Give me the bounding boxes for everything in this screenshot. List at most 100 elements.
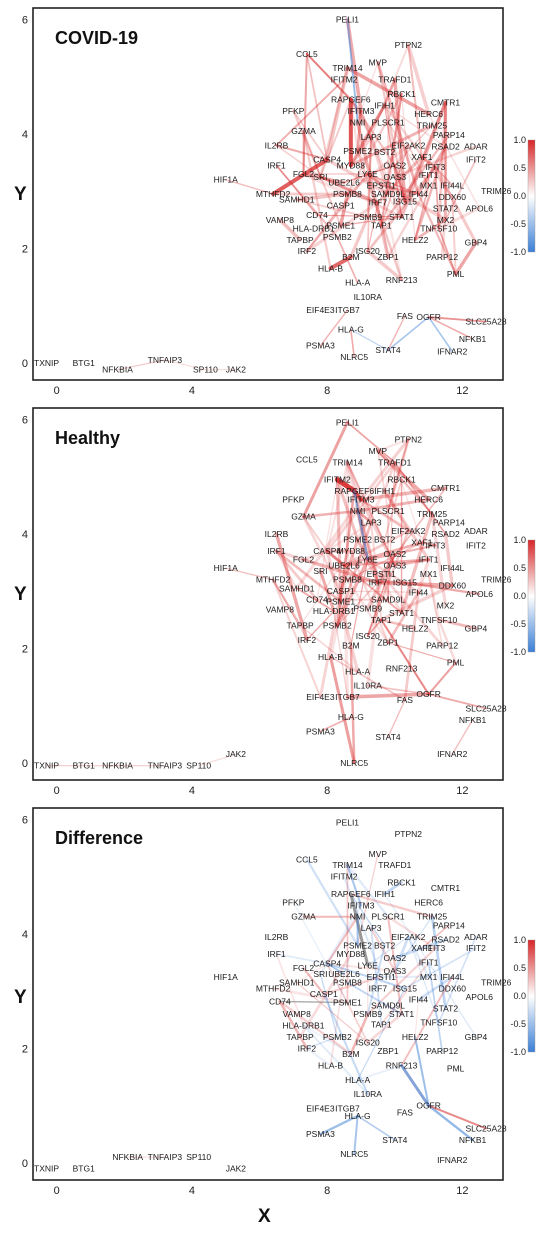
y-tick-label: 6 [22, 14, 28, 26]
network-edge [407, 936, 440, 1024]
node-label: STAT2 [433, 203, 458, 213]
node-label: B2M [342, 252, 359, 262]
network-edge [427, 1104, 488, 1130]
y-tick-label: 2 [22, 1043, 28, 1055]
node-label: IFI44L [440, 972, 464, 982]
node-label: TAPBP [286, 235, 314, 245]
node-label: IFIH1 [374, 486, 395, 496]
node-label: HLA-A [345, 278, 370, 288]
panel-1: COVID-190 4 8 1202461.00.50.0-0.5-1.0PELI1P… [22, 7, 536, 397]
network-edge [318, 175, 380, 204]
node-label: SLC25A28 [466, 317, 507, 327]
network-edge [437, 100, 448, 230]
network-edge [434, 166, 440, 230]
network-edge [302, 130, 322, 178]
network-edge [380, 144, 410, 227]
network-edge [356, 103, 387, 153]
network-edge [356, 509, 373, 524]
network-edge [433, 165, 478, 245]
node-label: PSME2 [343, 535, 372, 545]
node-label: MYD88 [337, 160, 366, 170]
network-edge [353, 489, 369, 561]
node-label: SRI [313, 566, 327, 576]
node-label: MVP [369, 849, 388, 859]
network-edge [326, 461, 349, 553]
network-edge [414, 184, 430, 241]
network-edge [306, 610, 335, 641]
node-label: PSMB8 [333, 575, 362, 585]
network-edge [407, 44, 423, 158]
network-edge [278, 1000, 353, 1056]
network-edge [302, 129, 332, 270]
network-edge [360, 110, 372, 138]
network-edge [335, 557, 370, 628]
node-label: BTG1 [73, 761, 95, 771]
network-edge [116, 359, 166, 371]
node-label: PSMB2 [323, 620, 352, 630]
network-edge [346, 421, 396, 464]
network-edge [326, 962, 345, 975]
network-edge [301, 557, 380, 585]
network-edge [299, 624, 359, 673]
node-label: NFKBIA [102, 761, 133, 771]
colorbar-tick-label: 1.0 [513, 535, 526, 545]
network-edge [380, 961, 430, 1026]
node-label: CASP1 [310, 989, 338, 999]
node-label: B2M [342, 641, 359, 651]
node-label: BST2 [374, 940, 396, 950]
x-tick-label: 0 [54, 385, 60, 397]
network-edge [400, 93, 416, 241]
node-label: PARP12 [426, 252, 458, 262]
network-edge [336, 489, 356, 627]
network-edge [325, 549, 346, 567]
node-label: HELZ2 [402, 623, 429, 633]
network-edge [292, 901, 349, 1004]
node-label: TAPBP [286, 1032, 314, 1042]
network-edge [305, 52, 329, 161]
node-label: SP110 [186, 1152, 211, 1162]
node-label: VAMP8 [266, 215, 294, 225]
node-label: HLA-DRB1 [313, 606, 355, 616]
y-tick-label: 4 [22, 529, 28, 541]
network-edge [387, 316, 430, 352]
node-label: STAT1 [389, 1009, 414, 1019]
node-label: PTPN2 [395, 829, 423, 839]
node-label: PSME1 [326, 596, 355, 606]
network-edge [379, 572, 390, 602]
node-label: CMTR1 [431, 883, 461, 893]
network-edge [393, 935, 410, 973]
network-edge [319, 175, 403, 219]
node-label: HIF1A [214, 563, 238, 573]
network-edge [394, 124, 433, 167]
node-label: TXNIP [34, 358, 59, 368]
network-edge [376, 60, 420, 196]
node-label: CD74 [269, 996, 291, 1006]
network-edge [296, 981, 369, 1044]
y-tick-label: 2 [22, 643, 28, 655]
network-edge [274, 549, 306, 562]
network-edge [340, 590, 420, 593]
node-label: HLA-G [338, 712, 364, 722]
network-edge [380, 184, 420, 196]
colorbar-tick-label: -1.0 [510, 647, 526, 657]
network-edge [345, 692, 431, 699]
node-label: NMI [350, 912, 366, 922]
network-edge [342, 563, 350, 699]
node-label: IRF2 [298, 246, 317, 256]
network-edge [427, 961, 477, 1038]
node-label: SAMHD1 [279, 978, 315, 988]
node-label: BST2 [374, 535, 396, 545]
network-edge [360, 61, 379, 112]
node-label: TNFAIP3 [148, 761, 183, 771]
network-edge [359, 498, 410, 533]
network-edge [346, 92, 403, 196]
network-edge [349, 103, 387, 167]
node-label: PSMB8 [333, 189, 362, 199]
node-label: GBP4 [465, 238, 488, 248]
node-label: IFI44L [440, 180, 464, 190]
network-edge [377, 450, 389, 512]
network-edge [386, 437, 410, 513]
network-edge [437, 935, 477, 1024]
network-edge [417, 192, 457, 276]
node-label-group: PELI1 PTPN2 MVP TRIM14 TRAFD1 CCL5 IFITM2 RBCK1… [34, 417, 512, 770]
